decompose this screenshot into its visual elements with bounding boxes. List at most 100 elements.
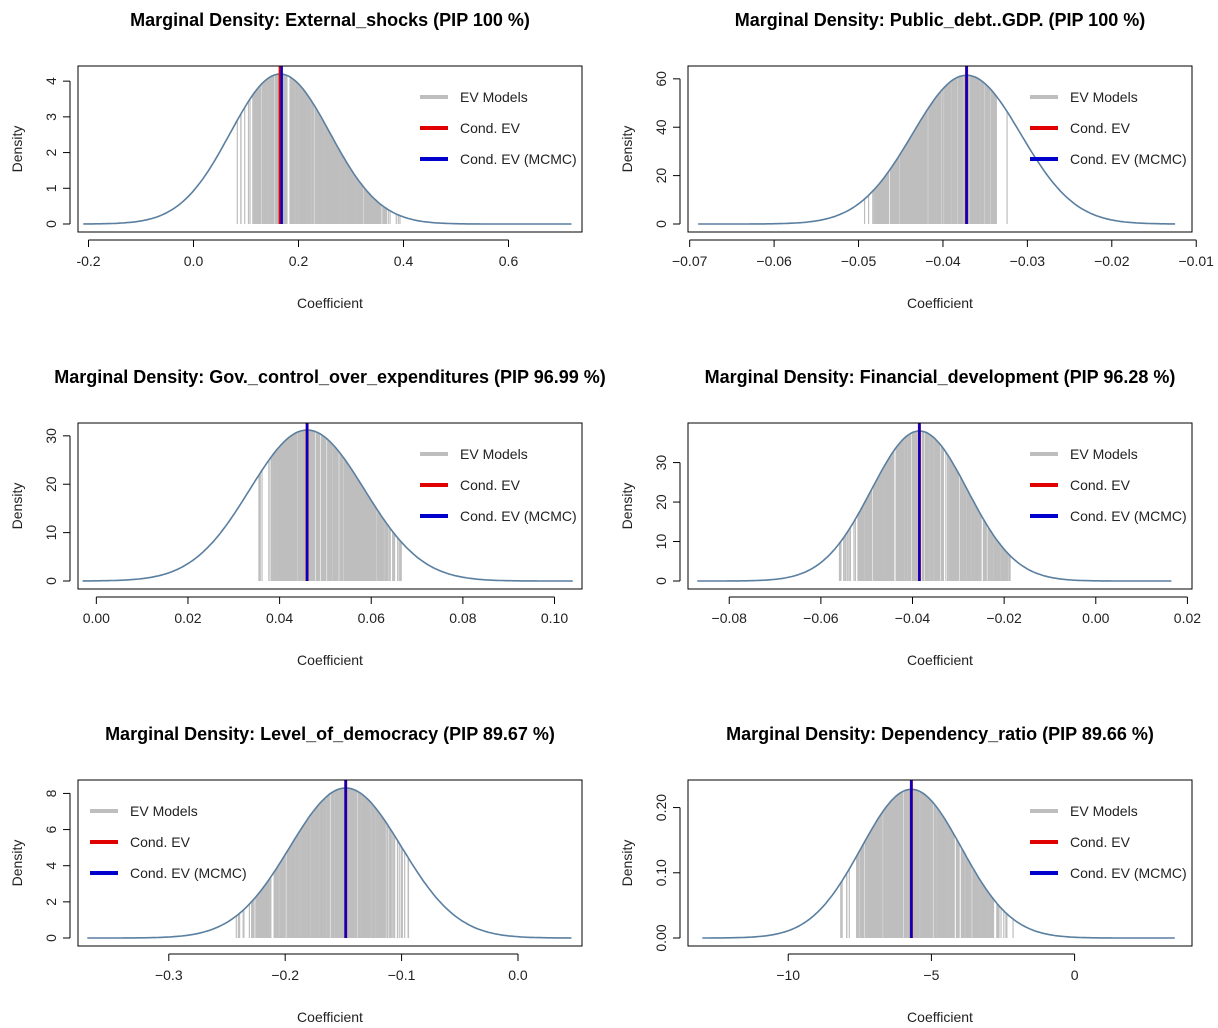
panel-title: Marginal Density: Public_debt..GDP. (PIP… <box>735 10 1145 30</box>
legend-entry: Cond. EV <box>1070 477 1131 493</box>
panel-title: Marginal Density: Financial_development … <box>705 367 1176 387</box>
y-tick-label: 0 <box>43 577 59 585</box>
ev-models-lines <box>838 431 1011 581</box>
y-tick-label: 0.10 <box>653 859 669 886</box>
legend-entry: EV Models <box>460 446 528 462</box>
density-curve <box>83 73 572 225</box>
y-tick-label: 40 <box>653 119 669 135</box>
x-tick-label: 0.08 <box>449 610 476 626</box>
y-tick-label: 20 <box>653 168 669 184</box>
x-axis-label: Coefficient <box>297 652 363 668</box>
x-tick-label: −0.08 <box>712 610 748 626</box>
legend: EV Models Cond. EV Cond. EV (MCMC) <box>1030 803 1187 881</box>
x-tick-label: −5 <box>923 967 939 983</box>
y-axis: 0 20 40 60 Density <box>619 71 681 228</box>
x-tick-label: −0.01 <box>1179 253 1215 269</box>
y-tick-label: 20 <box>43 476 59 492</box>
x-tick-label: 0.4 <box>394 253 414 269</box>
density-curve <box>87 787 572 939</box>
x-axis-label: Coefficient <box>297 295 363 311</box>
legend-entry: EV Models <box>460 89 528 105</box>
x-tick-label: −0.2 <box>271 967 299 983</box>
panel-4: Marginal Density: Financial_development … <box>619 367 1201 668</box>
y-tick-label: 0 <box>653 220 669 228</box>
plot-box <box>77 65 583 233</box>
legend-entry: Cond. EV <box>1070 834 1131 850</box>
plot-box <box>687 65 1193 233</box>
y-tick-label: 20 <box>653 494 669 510</box>
y-tick-label: 6 <box>43 825 59 833</box>
y-tick-label: 2 <box>43 148 59 156</box>
legend: EV Models Cond. EV Cond. EV (MCMC) <box>1030 89 1187 167</box>
x-axis: −0.3 −0.2 −0.1 0.0 Coefficient <box>155 953 528 1025</box>
y-tick-label: 3 <box>43 113 59 121</box>
y-tick-label: 0 <box>43 934 59 942</box>
x-tick-label: 0.02 <box>174 610 201 626</box>
x-tick-label: 0.00 <box>1082 610 1109 626</box>
y-axis-label: Density <box>619 840 635 887</box>
legend: EV Models Cond. EV Cond. EV (MCMC) <box>420 446 577 524</box>
y-tick-label: 0 <box>43 220 59 228</box>
x-axis: -0.2 0.0 0.2 0.4 0.6 Coefficient <box>76 239 518 311</box>
y-axis: 0 1 2 3 4 Density <box>9 77 71 228</box>
y-axis-label: Density <box>9 840 25 887</box>
legend-entry: Cond. EV <box>1070 120 1131 136</box>
y-tick-label: 60 <box>653 71 669 87</box>
x-tick-label: 0.0 <box>184 253 204 269</box>
x-axis: 0.00 0.02 0.04 0.06 0.08 0.10 Coefficient <box>83 596 568 668</box>
density-curve <box>702 788 1175 939</box>
y-tick-label: 8 <box>43 789 59 797</box>
y-axis-label: Density <box>9 483 25 530</box>
legend-entry: EV Models <box>1070 89 1138 105</box>
legend-entry: EV Models <box>1070 803 1138 819</box>
legend-entry: Cond. EV (MCMC) <box>460 151 577 167</box>
y-axis-label: Density <box>619 126 635 173</box>
panel-title: Marginal Density: External_shocks (PIP 1… <box>130 10 530 30</box>
x-tick-label: 0.2 <box>289 253 309 269</box>
legend: EV Models Cond. EV Cond. EV (MCMC) <box>90 803 247 881</box>
y-tick-label: 30 <box>43 428 59 444</box>
y-tick-label: 1 <box>43 184 59 192</box>
density-curve <box>698 74 1176 225</box>
legend-entry: Cond. EV <box>130 834 191 850</box>
legend: EV Models Cond. EV Cond. EV (MCMC) <box>420 89 577 167</box>
ev-models-lines <box>863 75 1008 224</box>
panel-1: Marginal Density: External_shocks (PIP 1… <box>9 10 583 311</box>
x-tick-label: −0.1 <box>388 967 416 983</box>
x-axis-label: Coefficient <box>907 295 973 311</box>
plot-box <box>77 422 583 590</box>
x-tick-label: −0.04 <box>895 610 931 626</box>
x-tick-label: −0.07 <box>672 253 708 269</box>
x-axis: −0.08 −0.06 −0.04 −0.02 0.00 0.02 Coefficient <box>712 596 1201 668</box>
panel-5: Marginal Density: Level_of_democracy (PI… <box>9 724 583 1025</box>
x-axis-label: Coefficient <box>907 1009 973 1025</box>
x-tick-label: 0.06 <box>358 610 385 626</box>
legend-entry: Cond. EV <box>460 477 521 493</box>
x-tick-label: −10 <box>776 967 800 983</box>
y-tick-label: 0.00 <box>653 924 669 951</box>
x-tick-label: −0.03 <box>1010 253 1046 269</box>
plot-box <box>687 422 1193 590</box>
legend-entry: Cond. EV (MCMC) <box>130 865 247 881</box>
x-tick-label: 0 <box>1071 967 1079 983</box>
x-tick-label: −0.05 <box>841 253 877 269</box>
y-axis: 0 10 20 30 Density <box>619 455 681 585</box>
y-tick-label: 0.20 <box>653 794 669 821</box>
legend-entry: Cond. EV (MCMC) <box>460 508 577 524</box>
legend-entry: EV Models <box>1070 446 1138 462</box>
x-tick-label: −0.3 <box>155 967 183 983</box>
y-tick-label: 30 <box>653 455 669 471</box>
plot-box <box>77 779 583 947</box>
x-axis: −10 −5 0 Coefficient <box>776 953 1079 1025</box>
x-tick-label: 0.02 <box>1174 610 1201 626</box>
ev-models-lines <box>236 74 401 224</box>
legend-entry: Cond. EV <box>460 120 521 136</box>
y-axis: 0 2 4 6 8 Density <box>9 789 71 942</box>
panel-2: Marginal Density: Public_debt..GDP. (PIP… <box>619 10 1214 311</box>
x-tick-label: -0.2 <box>76 253 100 269</box>
y-axis: 0.00 0.10 0.20 Density <box>619 794 681 952</box>
y-tick-label: 10 <box>43 525 59 541</box>
y-axis-label: Density <box>619 483 635 530</box>
x-tick-label: −0.06 <box>803 610 839 626</box>
